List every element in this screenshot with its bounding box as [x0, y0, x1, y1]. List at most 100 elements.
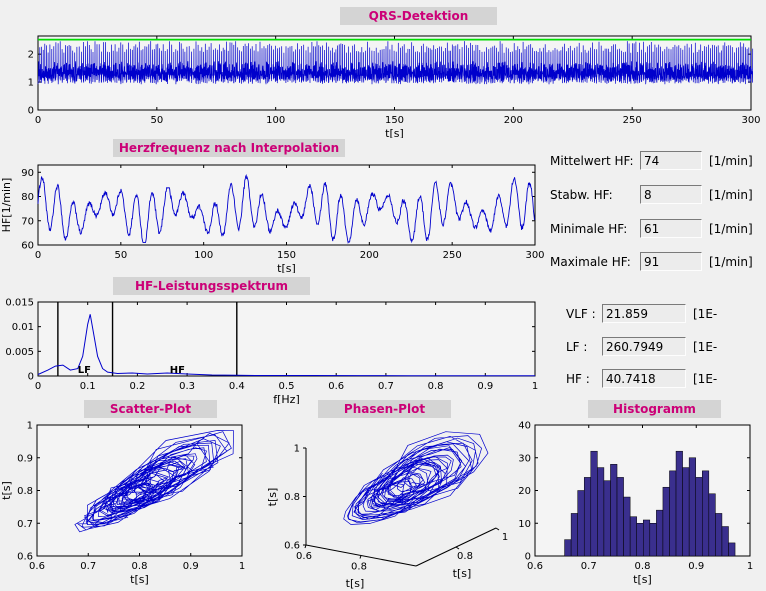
svg-text:t[s]: t[s] [277, 262, 296, 273]
svg-text:90: 90 [21, 168, 34, 179]
min-hf-label: Minimale HF: [550, 221, 628, 236]
std-hf-field[interactable] [640, 185, 702, 204]
svg-text:0.3: 0.3 [179, 381, 195, 392]
max-hf-row: Maximale HF: [1/min] [550, 252, 753, 271]
std-hf-unit: [1/min] [709, 187, 753, 202]
std-hf-label: Stabw. HF: [550, 187, 613, 202]
spectrum-plot-title: HF-Leistungsspektrum [113, 277, 310, 295]
svg-text:t[s]: t[s] [385, 127, 404, 138]
svg-text:1: 1 [747, 561, 753, 572]
svg-text:t[s]: t[s] [346, 577, 365, 590]
svg-text:1: 1 [27, 421, 33, 432]
svg-text:0.7: 0.7 [378, 381, 394, 392]
histogram-plot: 0.6 0.7 0.8 0.9 1 0 10 20 30 40 t[s] [500, 419, 766, 591]
svg-text:0.9: 0.9 [477, 381, 493, 392]
svg-text:0.9: 0.9 [688, 561, 704, 572]
svg-text:0.8: 0.8 [457, 551, 473, 562]
svg-text:1: 1 [532, 381, 538, 392]
qrs-plot-title: QRS-Detektion [340, 7, 497, 25]
svg-text:0.7: 0.7 [80, 561, 96, 572]
svg-text:1: 1 [502, 532, 508, 543]
svg-text:0.8: 0.8 [428, 381, 444, 392]
vlf-label: VLF : [566, 306, 596, 321]
svg-text:0: 0 [525, 552, 531, 563]
scatter-plot-title: Scatter-Plot [84, 400, 217, 418]
mean-hf-field[interactable] [640, 151, 702, 170]
svg-text:t[s]: t[s] [633, 573, 652, 586]
svg-text:30: 30 [518, 453, 531, 464]
lf-row: LF : [1E- [566, 337, 717, 356]
svg-text:2: 2 [28, 50, 34, 61]
svg-text:1: 1 [294, 444, 300, 455]
svg-text:HF: HF [170, 365, 185, 376]
max-hf-field[interactable] [640, 252, 702, 271]
svg-text:0.6: 0.6 [284, 541, 300, 552]
svg-text:40: 40 [518, 421, 531, 432]
spectrum-plot: 0 0.1 0.2 0.3 0.4 0.5 0.6 0.7 0.8 0.9 1 0 0.005 0.01 0… [0, 296, 560, 405]
svg-text:60: 60 [21, 241, 34, 252]
svg-text:0.6: 0.6 [296, 551, 312, 562]
svg-text:200: 200 [360, 250, 379, 261]
svg-text:0.8: 0.8 [635, 561, 651, 572]
svg-text:0.1: 0.1 [80, 381, 96, 392]
svg-text:10: 10 [518, 519, 531, 530]
mean-hf-row: Mittelwert HF: [1/min] [550, 151, 753, 170]
svg-text:50: 50 [150, 115, 163, 126]
svg-text:0.8: 0.8 [351, 562, 367, 573]
svg-text:LF: LF [78, 365, 91, 376]
svg-text:250: 250 [623, 115, 642, 126]
svg-text:HF[1/min]: HF[1/min] [0, 178, 13, 233]
max-hf-unit: [1/min] [709, 254, 753, 269]
svg-text:0: 0 [35, 115, 41, 126]
svg-text:300: 300 [525, 250, 544, 261]
svg-text:0: 0 [35, 250, 41, 261]
svg-text:0.8: 0.8 [284, 492, 300, 503]
svg-text:100: 100 [266, 115, 285, 126]
svg-text:0.5: 0.5 [279, 381, 295, 392]
phase-plot-title: Phasen-Plot [318, 400, 451, 418]
svg-text:80: 80 [21, 192, 34, 203]
svg-text:0.6: 0.6 [527, 561, 543, 572]
svg-text:0.7: 0.7 [581, 561, 597, 572]
svg-text:0.9: 0.9 [17, 453, 33, 464]
svg-text:t[s]: t[s] [130, 573, 149, 586]
svg-text:0: 0 [28, 106, 34, 117]
hf-band-unit: [1E- [693, 371, 718, 386]
histogram-title: Histogramm [588, 400, 721, 418]
svg-text:70: 70 [21, 216, 34, 227]
heart-rate-plot-title: Herzfrequenz nach Interpolation [113, 139, 345, 157]
svg-text:50: 50 [114, 250, 127, 261]
vlf-field[interactable] [602, 304, 686, 323]
hf-band-field[interactable] [602, 369, 686, 388]
max-hf-label: Maximale HF: [550, 254, 631, 269]
svg-text:0.015: 0.015 [5, 298, 34, 309]
svg-text:1: 1 [28, 78, 34, 89]
lf-unit: [1E- [693, 339, 718, 354]
svg-text:0.4: 0.4 [229, 381, 245, 392]
scatter-plot: 0.6 0.7 0.8 0.9 1 0.6 0.7 0.8 0.9 1 t[s] t[s] [0, 419, 260, 591]
svg-text:150: 150 [385, 115, 404, 126]
svg-text:250: 250 [443, 250, 462, 261]
svg-text:100: 100 [194, 250, 213, 261]
svg-text:0.01: 0.01 [12, 322, 34, 333]
svg-text:0.8: 0.8 [132, 561, 148, 572]
lf-field[interactable] [602, 337, 686, 356]
phase-plot: 0.6 0.8 1 0.6 0.8 0.8 1 t[s] t[s] t[s] [260, 419, 520, 591]
min-hf-field[interactable] [640, 219, 702, 238]
svg-text:0.2: 0.2 [129, 381, 145, 392]
svg-text:1: 1 [239, 561, 245, 572]
svg-text:f[Hz]: f[Hz] [273, 393, 300, 404]
qrs-plot: 0 50 100 150 200 250 300 0 1 2 t[s] [0, 30, 766, 138]
svg-text:t[s]: t[s] [266, 488, 279, 507]
svg-text:0.8: 0.8 [17, 486, 33, 497]
svg-text:0.7: 0.7 [17, 519, 33, 530]
vlf-row: VLF : [1E- [566, 304, 717, 323]
vlf-unit: [1E- [693, 306, 718, 321]
svg-text:0.6: 0.6 [328, 381, 344, 392]
heart-rate-plot: 0 50 100 150 200 250 300 60 70 80 90 t[s] HF[1/min] [0, 157, 560, 273]
mean-hf-unit: [1/min] [709, 153, 753, 168]
svg-text:200: 200 [504, 115, 523, 126]
svg-text:0.6: 0.6 [29, 561, 45, 572]
lf-label: LF : [566, 339, 588, 354]
